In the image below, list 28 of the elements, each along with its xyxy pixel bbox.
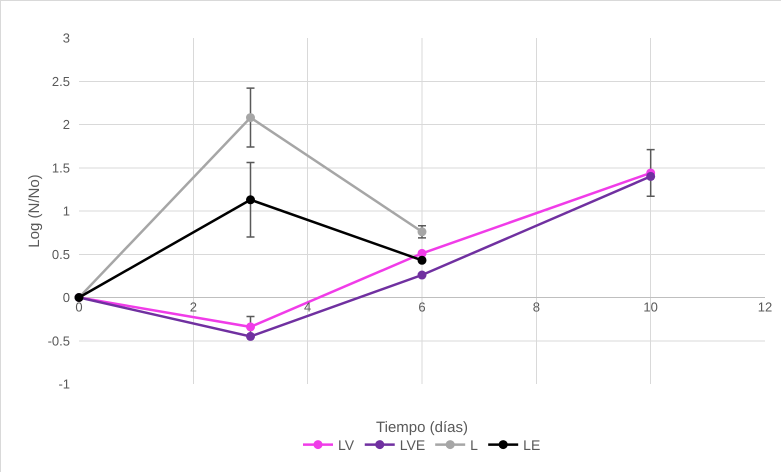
x-tick-label: 0 <box>75 300 83 314</box>
point <box>246 113 255 122</box>
y-tick-label: 2.5 <box>52 74 70 89</box>
point <box>246 322 255 332</box>
legend-label: LV <box>338 437 355 454</box>
y-tick-label: 1 <box>62 204 70 219</box>
legend-label: L <box>470 437 478 454</box>
point <box>418 256 426 265</box>
y-tick-label: 3 <box>62 30 70 46</box>
point <box>418 270 426 280</box>
point <box>246 195 255 204</box>
point <box>646 172 656 181</box>
y-tick-label: 0.5 <box>52 246 70 262</box>
x-tick-label: 8 <box>532 300 540 314</box>
x-tick-label: 10 <box>643 300 658 314</box>
x-tick-label: 12 <box>758 300 772 314</box>
y-tick-label: -0.5 <box>48 333 70 348</box>
x-tick-label: 6 <box>418 300 426 314</box>
x-tick-label: 4 <box>304 300 312 314</box>
y-tick-label: -1 <box>58 376 70 392</box>
y-axis-title: Log (N/No) <box>26 174 43 248</box>
point <box>246 332 255 341</box>
x-tick-label: 2 <box>190 300 197 314</box>
y-tick-label: 2 <box>62 117 70 132</box>
y-tick-label: 1.5 <box>52 160 70 176</box>
x-axis-title: Tiempo (días) <box>376 419 468 436</box>
legend-label: LE <box>523 437 540 454</box>
legend-label: LVE <box>400 437 426 454</box>
